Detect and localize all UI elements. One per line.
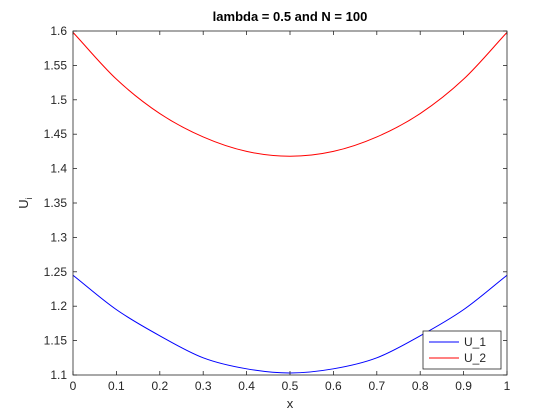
y-tick-label: 1.45 [44,127,68,141]
x-tick-label: 0.7 [368,379,385,393]
y-tick-label: 1.25 [44,265,68,279]
x-tick-label: 1 [504,379,511,393]
axes-background [73,31,507,375]
plot-area: 0 0.1 0.2 0.3 0.4 0.5 0.6 0.7 0.8 0.9 1 1.1 1.15 1.2 1… [44,24,511,393]
legend-box [422,330,502,370]
x-tick-label: 0.2 [151,379,168,393]
x-tick-label: 0.9 [455,379,472,393]
series-line-2 [72,32,508,157]
legend: U_1U_2 [422,330,502,370]
y-tick-label: 1.55 [44,58,68,72]
x-tick-label: 0.5 [282,379,299,393]
x-tick-label: 0.4 [238,379,255,393]
chart-title: lambda = 0.5 and N = 100 [213,9,368,24]
x-tick-label: 0.6 [325,379,342,393]
y-tick-label: 1.15 [44,334,68,348]
x-tick-label: 0 [70,379,77,393]
y-axis-label-base: U [16,199,31,208]
legend-label-1: U_1 [464,335,486,349]
y-tick-label: 1.2 [50,299,67,313]
y-tick-label: 1.4 [50,162,67,176]
y-axis-label: Ui [16,197,34,208]
y-tick-label: 1.5 [50,93,67,107]
y-axis-label-subscript: i [24,197,34,199]
ticks-layer: 0 0.1 0.2 0.3 0.4 0.5 0.6 0.7 0.8 0.9 1 1.1 1.15 1.2 1… [44,24,511,393]
x-tick-label: 0.8 [412,379,429,393]
y-tick-label: 1.6 [50,24,67,38]
y-tick-label: 1.3 [50,230,67,244]
x-tick-label: 0.1 [108,379,125,393]
x-axis-label: x [287,396,294,411]
legend-label-2: U_2 [464,351,486,365]
y-tick-label: 1.35 [44,196,68,210]
y-tick-label: 1.1 [50,368,67,382]
x-tick-label: 0.3 [195,379,212,393]
